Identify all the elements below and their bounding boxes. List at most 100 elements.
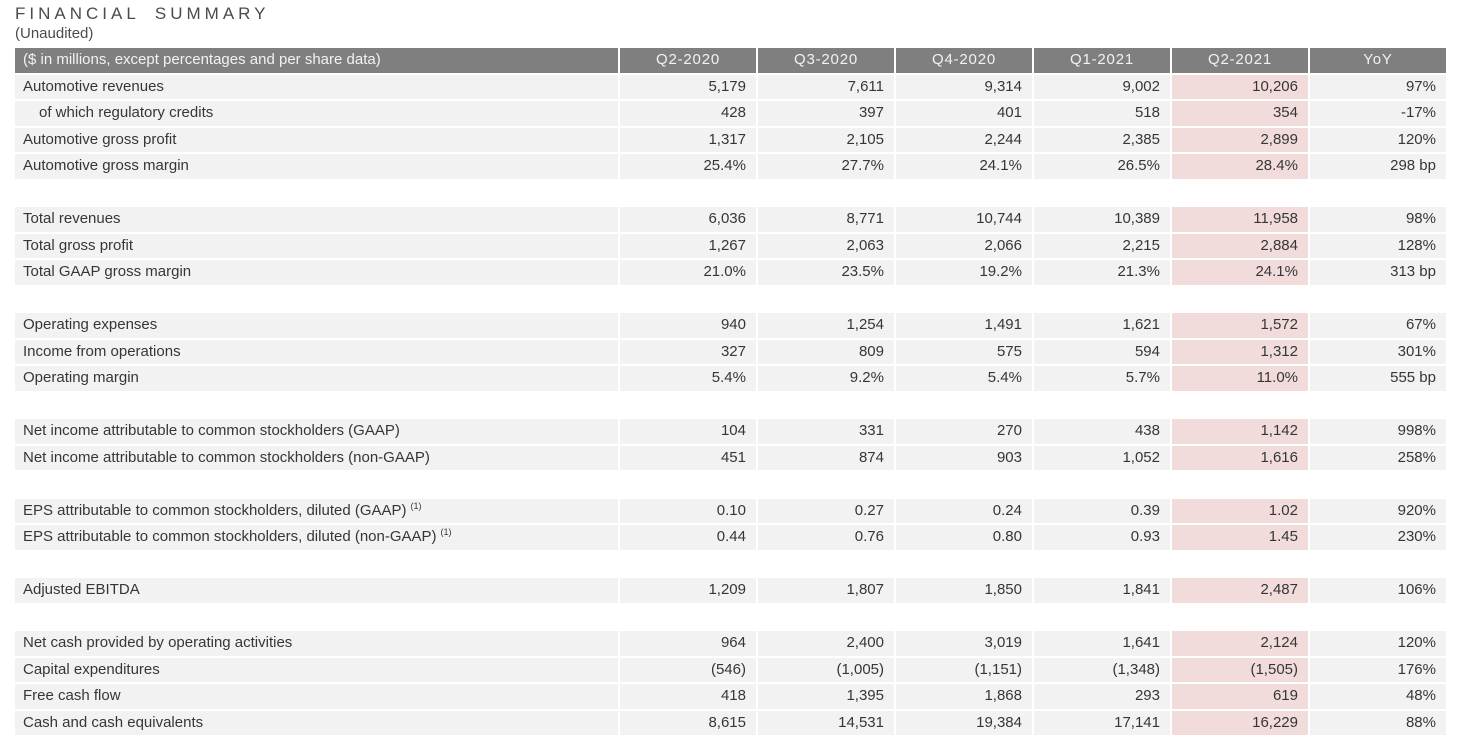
cell-value: 327 [620, 339, 758, 366]
table-row: EPS attributable to common stockholders,… [15, 498, 1448, 525]
cell-value-highlighted: 1,312 [1172, 339, 1310, 366]
footnote-marker: (1) [410, 500, 422, 511]
section-gap-cell [15, 286, 1448, 313]
cell-value: 0.44 [620, 525, 758, 552]
cell-value: 1,052 [1034, 445, 1172, 472]
cell-value: 24.1% [896, 154, 1034, 181]
cell-value: 2,215 [1034, 233, 1172, 260]
cell-value: 2,400 [758, 631, 896, 658]
cell-value: 1,317 [620, 127, 758, 154]
cell-value-highlighted: 2,487 [1172, 578, 1310, 605]
cell-value: 9,002 [1034, 74, 1172, 101]
table-row: Net income attributable to common stockh… [15, 445, 1448, 472]
cell-value: 418 [620, 684, 758, 711]
row-label: Cash and cash equivalents [15, 710, 620, 737]
cell-value: 594 [1034, 339, 1172, 366]
cell-value: 401 [896, 101, 1034, 128]
cell-value: 2,066 [896, 233, 1034, 260]
row-label: Automotive gross profit [15, 127, 620, 154]
row-label: of which regulatory credits [15, 101, 620, 128]
cell-value: 9.2% [758, 366, 896, 393]
cell-value: 128% [1310, 233, 1448, 260]
table-row: Net income attributable to common stockh… [15, 419, 1448, 446]
section-gap-cell [15, 180, 1448, 207]
table-row: Free cash flow 418 1,395 1,868 293 619 48% [15, 684, 1448, 711]
cell-value: 97% [1310, 74, 1448, 101]
cell-value: (1,151) [896, 657, 1034, 684]
table-row: Total GAAP gross margin 21.0% 23.5% 19.2% 21… [15, 260, 1448, 287]
cell-value: 98% [1310, 207, 1448, 234]
cell-value: 17,141 [1034, 710, 1172, 737]
cell-value: 120% [1310, 127, 1448, 154]
column-header: Q2-2021 [1172, 48, 1310, 75]
cell-value: 25.4% [620, 154, 758, 181]
cell-value: (546) [620, 657, 758, 684]
row-label: EPS attributable to common stockholders,… [15, 525, 620, 552]
page-subtitle: (Unaudited) [15, 25, 94, 42]
cell-value-highlighted: 1,616 [1172, 445, 1310, 472]
cell-value: 874 [758, 445, 896, 472]
section-gap-row [15, 551, 1448, 578]
cell-value: 301% [1310, 339, 1448, 366]
header-units-label: ($ in millions, except percentages and p… [15, 48, 620, 75]
section-gap-cell [15, 604, 1448, 631]
row-label: Adjusted EBITDA [15, 578, 620, 605]
table-row: Automotive gross margin 25.4% 27.7% 24.1% 26… [15, 154, 1448, 181]
cell-value: 5.4% [896, 366, 1034, 393]
cell-value: 451 [620, 445, 758, 472]
cell-value: 2,063 [758, 233, 896, 260]
footnote-marker: (1) [440, 527, 452, 538]
cell-value: 1,621 [1034, 313, 1172, 340]
cell-value: 903 [896, 445, 1034, 472]
cell-value-highlighted: 28.4% [1172, 154, 1310, 181]
cell-value-highlighted: 1.02 [1172, 498, 1310, 525]
cell-value: 1,868 [896, 684, 1034, 711]
cell-value: 428 [620, 101, 758, 128]
table-row: Total gross profit 1,267 2,063 2,066 2,215 2,… [15, 233, 1448, 260]
row-label: Total gross profit [15, 233, 620, 260]
cell-value: 104 [620, 419, 758, 446]
cell-value: 1,395 [758, 684, 896, 711]
row-label: Operating margin [15, 366, 620, 393]
cell-value: 0.80 [896, 525, 1034, 552]
cell-value-highlighted: 16,229 [1172, 710, 1310, 737]
cell-value: 230% [1310, 525, 1448, 552]
column-header: Q2-2020 [620, 48, 758, 75]
cell-value: 2,244 [896, 127, 1034, 154]
section-gap-cell [15, 392, 1448, 419]
cell-value: 10,744 [896, 207, 1034, 234]
cell-value: 8,771 [758, 207, 896, 234]
cell-value: 438 [1034, 419, 1172, 446]
cell-value-highlighted: 11.0% [1172, 366, 1310, 393]
cell-value: 1,641 [1034, 631, 1172, 658]
cell-value: 0.39 [1034, 498, 1172, 525]
cell-value: 0.10 [620, 498, 758, 525]
cell-value: 5.4% [620, 366, 758, 393]
cell-value: 3,019 [896, 631, 1034, 658]
row-label: Free cash flow [15, 684, 620, 711]
table-row: Automotive revenues 5,179 7,611 9,314 9,002 1… [15, 74, 1448, 101]
table-row: Adjusted EBITDA 1,209 1,807 1,850 1,841 2,487… [15, 578, 1448, 605]
cell-value: 313 bp [1310, 260, 1448, 287]
cell-value-highlighted: 2,884 [1172, 233, 1310, 260]
cell-value: 258% [1310, 445, 1448, 472]
cell-value: 27.7% [758, 154, 896, 181]
section-gap-cell [15, 472, 1448, 499]
row-label: Net income attributable to common stockh… [15, 445, 620, 472]
cell-value-highlighted: 1,142 [1172, 419, 1310, 446]
cell-value: 1,841 [1034, 578, 1172, 605]
table-header: ($ in millions, except percentages and p… [15, 48, 1448, 75]
cell-value: 920% [1310, 498, 1448, 525]
column-header: Q1-2021 [1034, 48, 1172, 75]
cell-value: 5,179 [620, 74, 758, 101]
cell-value: 555 bp [1310, 366, 1448, 393]
cell-value: 1,491 [896, 313, 1034, 340]
cell-value: 19,384 [896, 710, 1034, 737]
cell-value: 23.5% [758, 260, 896, 287]
cell-value: 518 [1034, 101, 1172, 128]
row-label: Total revenues [15, 207, 620, 234]
cell-value-highlighted: 2,124 [1172, 631, 1310, 658]
table-row: Cash and cash equivalents 8,615 14,531 19,3… [15, 710, 1448, 737]
cell-value: 0.24 [896, 498, 1034, 525]
